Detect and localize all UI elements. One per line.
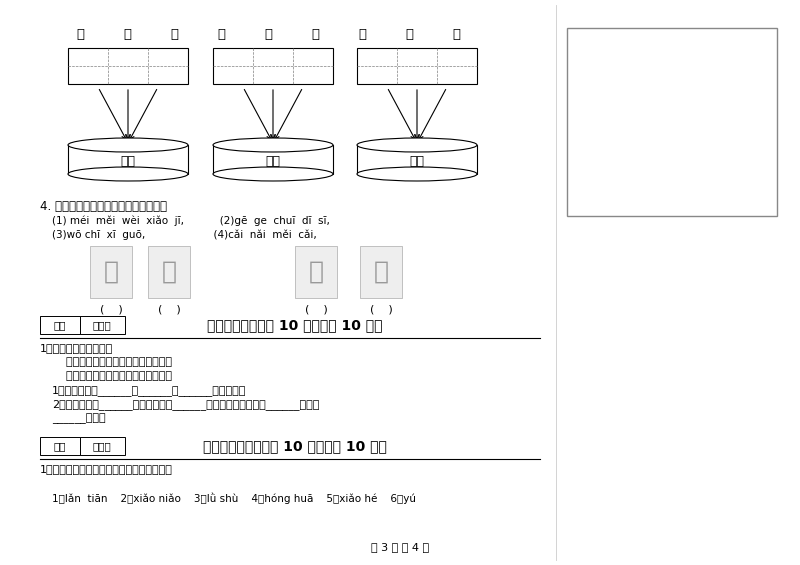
Text: 出: 出 (264, 28, 272, 41)
Text: 1、阅读一下，再回答。: 1、阅读一下，再回答。 (40, 343, 114, 353)
Ellipse shape (68, 138, 188, 152)
Text: 人: 人 (162, 260, 177, 284)
Text: 马: 马 (452, 28, 460, 41)
FancyBboxPatch shape (360, 246, 402, 298)
Text: 八、看图作答（每题 10 分，共计 10 分）: 八、看图作答（每题 10 分，共计 10 分） (203, 439, 387, 453)
Text: 人: 人 (374, 260, 389, 284)
Text: 三画: 三画 (121, 155, 135, 168)
Text: 子: 子 (76, 28, 84, 41)
Bar (357, 48, 477, 84)
Text: 1、儿歌中说了______，______，______三种星球。: 1、儿歌中说了______，______，______三种星球。 (52, 385, 246, 396)
Text: 评卷人: 评卷人 (93, 441, 111, 451)
Text: ______最小。: ______最小。 (52, 413, 106, 424)
Bar (40, 316, 80, 334)
Bar (80, 437, 125, 455)
Bar (68, 48, 188, 84)
Text: 目: 目 (170, 28, 178, 41)
Bar (567, 28, 777, 216)
Text: 4. 拼一拼，将相应的序号写在括号里。: 4. 拼一拼，将相应的序号写在括号里。 (40, 200, 167, 213)
Text: 太阳大，地球小，地球绕着太阳跑。: 太阳大，地球小，地球绕着太阳跑。 (52, 357, 172, 367)
Text: (    ): ( ) (370, 304, 392, 314)
Text: 1、lǎn  tiān    2、xiǎo niǎo    3、lǜ shù    4、hóng huā    5、xiǎo hé    6、yú: 1、lǎn tiān 2、xiǎo niǎo 3、lǜ shù 4、hóng h… (52, 492, 416, 503)
Bar (213, 48, 333, 84)
Ellipse shape (213, 138, 333, 152)
Text: 长: 长 (358, 28, 366, 41)
Text: 公: 公 (311, 28, 319, 41)
Text: 也: 也 (217, 28, 225, 41)
Text: (    ): ( ) (100, 304, 122, 314)
Text: 七、阅读题（每题 10 分，共计 10 分）: 七、阅读题（每题 10 分，共计 10 分） (207, 318, 382, 332)
Text: 四画: 四画 (266, 155, 281, 168)
Ellipse shape (357, 138, 477, 152)
Text: (    ): ( ) (305, 304, 327, 314)
Bar (213, 145, 333, 174)
Text: 得分: 得分 (54, 320, 66, 330)
Ellipse shape (357, 167, 477, 181)
Text: 评卷人: 评卷人 (93, 320, 111, 330)
Text: 得分: 得分 (54, 441, 66, 451)
Text: 第 3 页 共 4 页: 第 3 页 共 4 页 (371, 542, 429, 552)
Text: 人: 人 (309, 260, 323, 284)
Ellipse shape (213, 167, 333, 181)
Text: 人: 人 (103, 260, 118, 284)
Ellipse shape (68, 167, 188, 181)
Text: 地球大，月亮小，月亮绕着地球跑。: 地球大，月亮小，月亮绕着地球跑。 (52, 371, 172, 381)
Text: 头: 头 (405, 28, 413, 41)
Bar (80, 316, 125, 334)
Text: (1) méi  měi  wèi  xiǎo  jī,           (2)gē  ge  chuī  dī  sī,: (1) méi měi wèi xiǎo jī, (2)gē ge chuī d… (52, 215, 330, 225)
Text: 五画: 五画 (410, 155, 425, 168)
Bar (40, 437, 80, 455)
Text: (3)wō chī  xī  guō,                     (4)cǎi  nǎi  měi  cǎi,: (3)wō chī xī guō, (4)cǎi nǎi měi cǎi, (52, 229, 317, 240)
Text: 无: 无 (123, 28, 131, 41)
FancyBboxPatch shape (295, 246, 337, 298)
FancyBboxPatch shape (90, 246, 132, 298)
Bar (357, 145, 477, 174)
Text: 1、请你画一幅画，图上要有以下几样东西。: 1、请你画一幅画，图上要有以下几样东西。 (40, 464, 173, 474)
FancyBboxPatch shape (148, 246, 190, 298)
Text: (    ): ( ) (158, 304, 180, 314)
Text: 2、太阳比地球______，地球比月亮______，在这三个星球中，______最大，: 2、太阳比地球______，地球比月亮______，在这三个星球中，______… (52, 399, 319, 410)
Bar (68, 145, 188, 174)
